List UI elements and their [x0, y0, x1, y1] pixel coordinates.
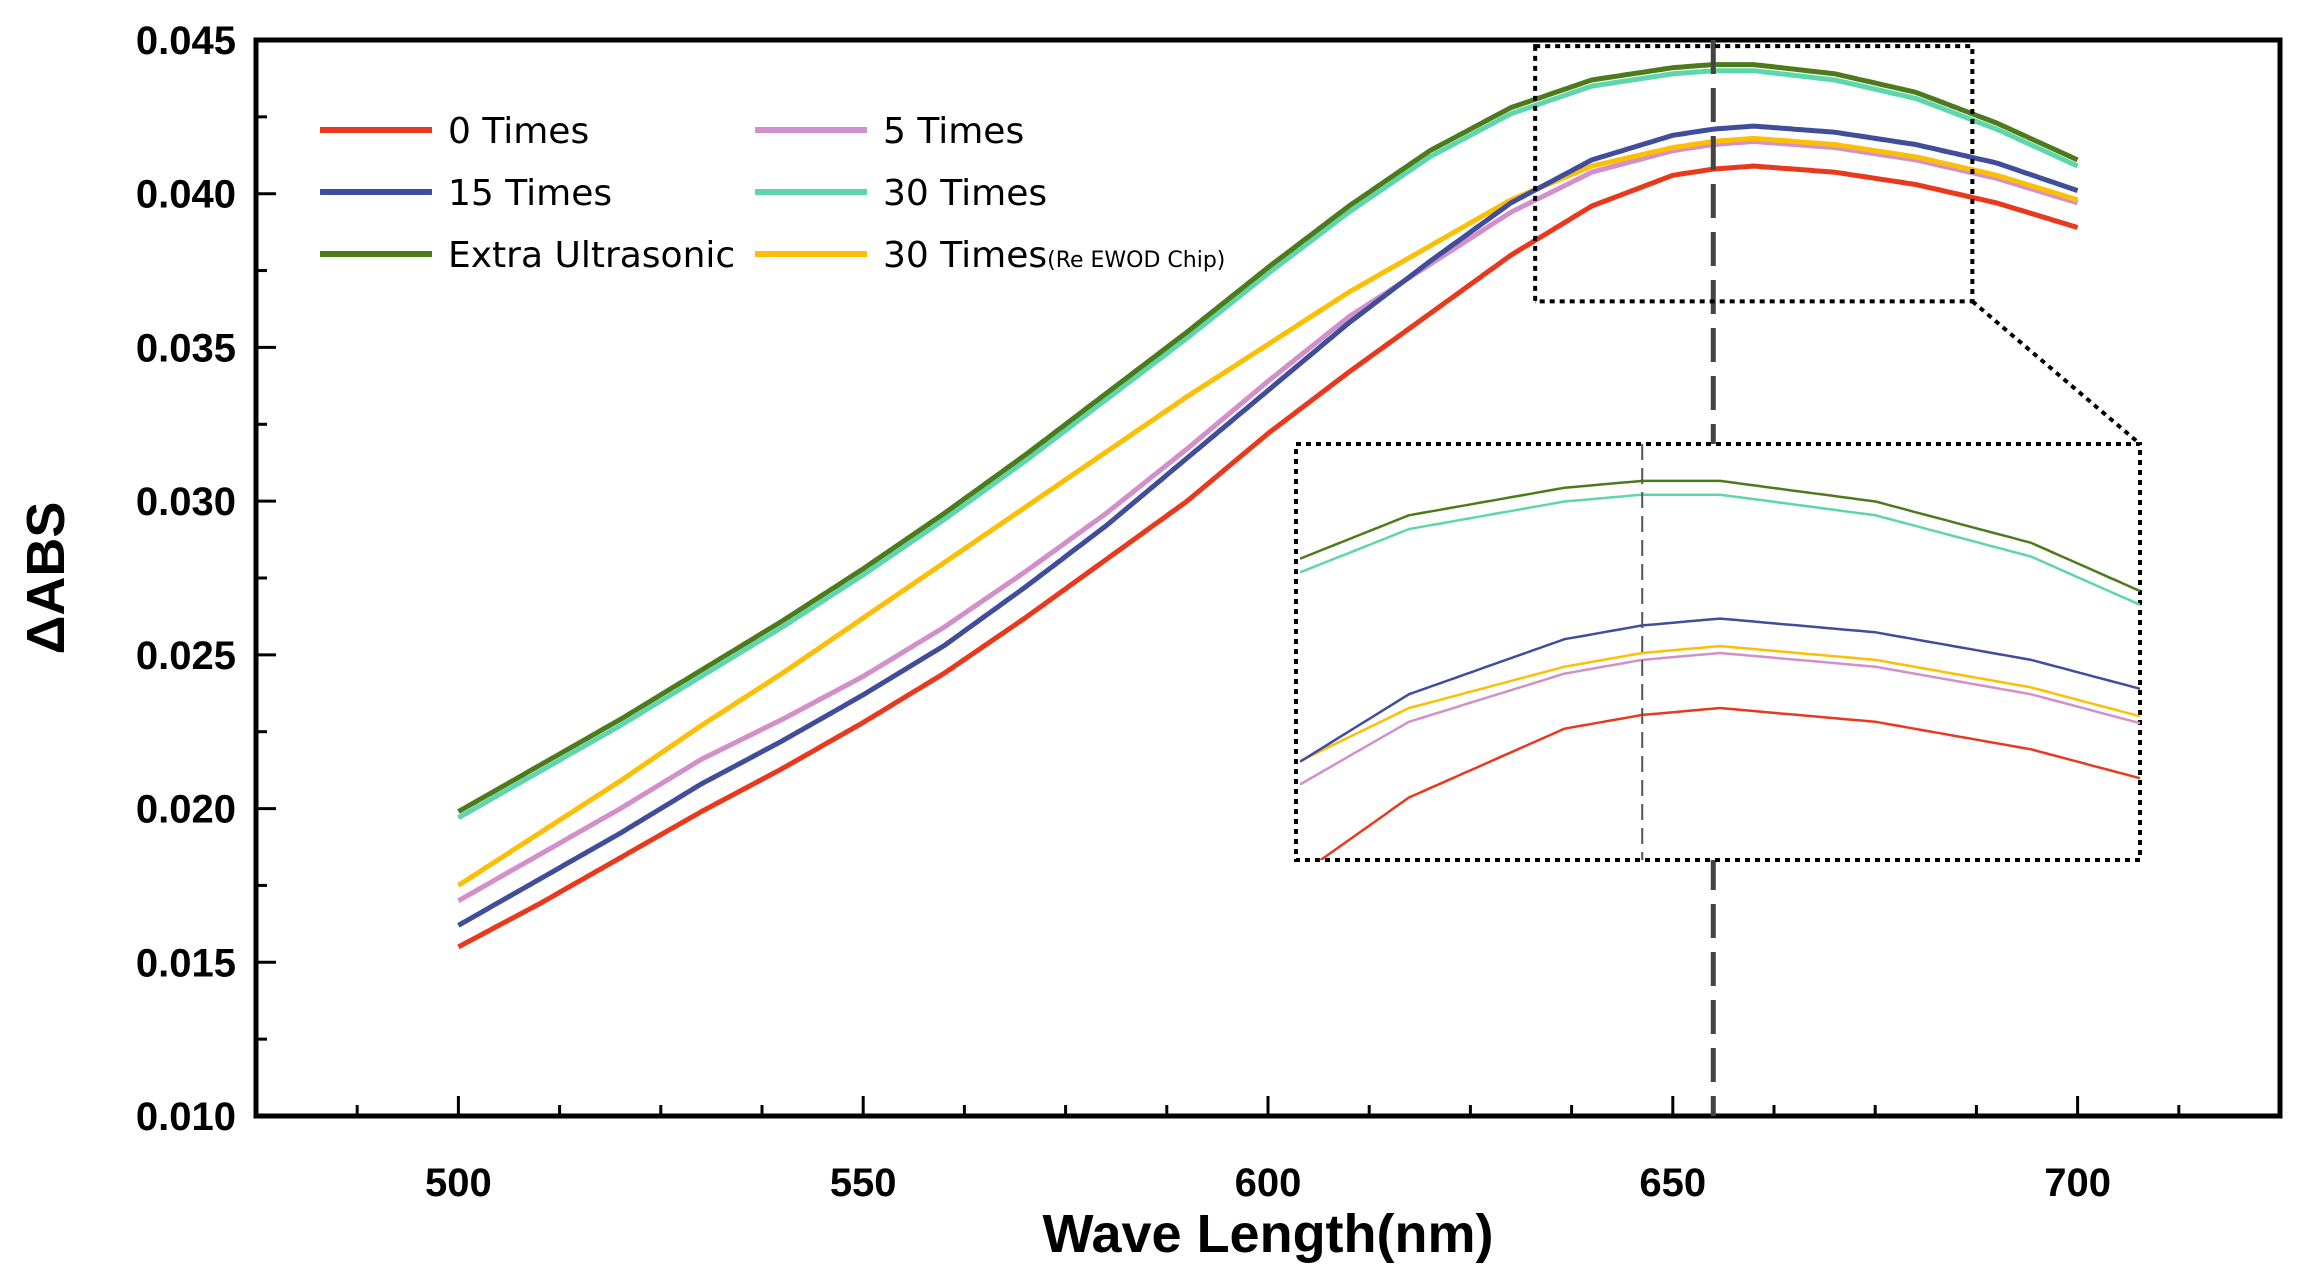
- series-line: [457, 139, 2079, 903]
- inset-series-line: [1300, 479, 2140, 593]
- inset-series: [1300, 479, 2140, 860]
- x-axis-title: Wave Length(nm): [1043, 1204, 1494, 1264]
- x-tick-label: 550: [830, 1161, 897, 1205]
- y-tick-label: 0.015: [136, 941, 236, 985]
- series-line: [457, 123, 2079, 928]
- legend-label: 5 Times: [883, 111, 1024, 152]
- inset-series-line: [1300, 493, 2140, 606]
- y-axis-ticks: 0.010 0.015 0.020 0.025 0.030 0.035 0.040 0.045: [136, 19, 276, 1139]
- x-tick-label: 600: [1235, 1161, 1302, 1205]
- x-tick-label: 700: [2044, 1161, 2111, 1205]
- series-line: [457, 135, 2079, 888]
- legend-label: 30 Times(Re EWOD Chip): [883, 235, 1225, 276]
- zoom-connector-right: [1971, 299, 2142, 446]
- y-tick-label: 0.035: [136, 326, 236, 370]
- inset-series-line: [1300, 651, 2140, 786]
- inset-series-line: [1300, 644, 2140, 763]
- legend-label: 30 Times: [883, 173, 1047, 214]
- y-tick-label: 0.010: [136, 1095, 236, 1139]
- y-tick-label: 0.040: [136, 173, 236, 217]
- legend-label-sub: (Re EWOD Chip): [1047, 248, 1225, 273]
- y-tick-label: 0.045: [136, 19, 236, 63]
- legend-label: 15 Times: [448, 173, 612, 214]
- x-tick-label: 500: [425, 1161, 492, 1205]
- x-tick-label: 650: [1639, 1161, 1706, 1205]
- legend: 0 Times 5 Times 15 Times 30 Times Extra Ultr…: [320, 111, 1225, 276]
- y-tick-label: 0.030: [136, 480, 236, 524]
- y-tick-label: 0.020: [136, 788, 236, 832]
- y-axis-title: ΔABS: [16, 502, 76, 655]
- legend-label: Extra Ultrasonic: [448, 235, 735, 276]
- zoom-region-box: [1533, 44, 1975, 304]
- series-line: [457, 62, 2079, 814]
- series-line: [457, 68, 2079, 820]
- inset-series-line: [1300, 617, 2140, 763]
- y-tick-label: 0.025: [136, 634, 236, 678]
- legend-label: 0 Times: [448, 111, 589, 152]
- inset-series-line: [1318, 706, 2140, 860]
- data-series: [457, 62, 2079, 950]
- series-line: [457, 163, 2079, 950]
- x-axis-ticks: 500 550 600 650 700: [254, 1096, 2282, 1205]
